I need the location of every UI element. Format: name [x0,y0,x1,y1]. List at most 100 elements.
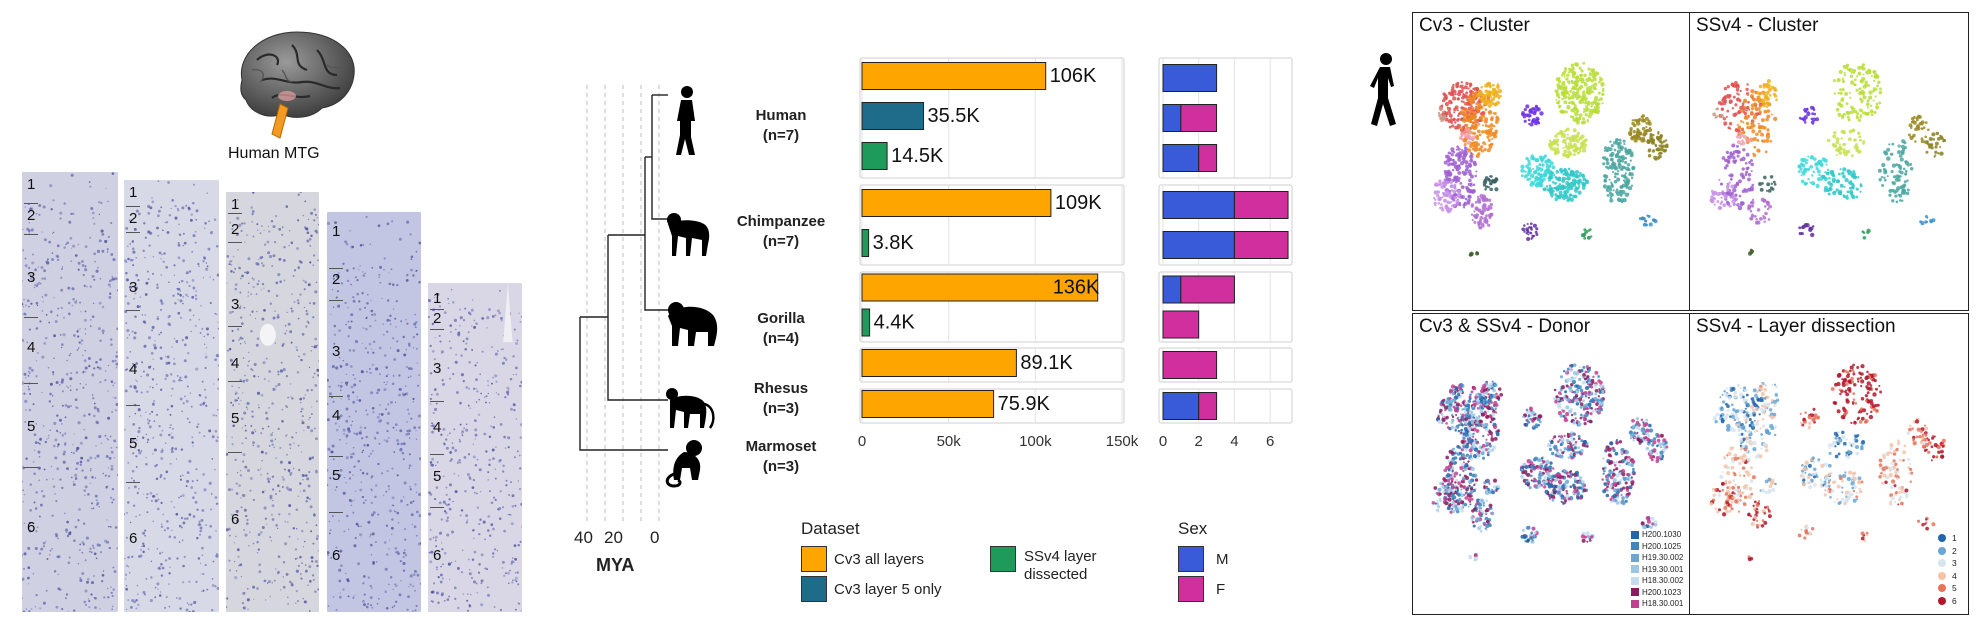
layer-boundary-tick [24,383,38,385]
gorilla-silhouette-icon [664,298,720,353]
bar-gorilla-2 [861,308,871,337]
umap-panel-ssv4-cluster: SSv4 - Cluster [1689,12,1969,311]
legend-swatch-ssv4 [990,546,1016,572]
layer-label: 3 [433,359,442,377]
layer-label: 6 [231,510,240,528]
layer-label: 6 [27,519,36,537]
layer-label: 2 [433,310,442,328]
phylogenetic-tree [560,85,670,535]
sex-bar-female [1233,191,1289,219]
layer-label: 3 [129,279,138,296]
layer-label: 3 [231,296,240,314]
bar-label: 35.5K [928,105,981,127]
layer-boundary-tick [329,512,343,513]
layer-legend-item: 1 [1938,532,1957,545]
bar-rhesus-0 [861,349,1017,377]
x-tick-label: 0 [1159,433,1167,450]
bar-gorilla-0 [861,273,1099,302]
x-tick-label: 100k [1019,433,1052,450]
layer-boundary-tick [430,506,444,508]
histology-strip [428,283,522,612]
donor-legend-item: H200.1023 [1631,587,1683,599]
layer-label: 5 [27,418,36,436]
sex-bar-male [1162,144,1200,172]
sex-bar-female [1198,144,1218,172]
layer-label: 5 [231,409,240,427]
legend-label-male: M [1216,551,1229,568]
layer-boundary-tick [430,329,444,331]
layer-label: 4 [231,355,240,373]
x-tick-label: 150k [1106,433,1139,450]
legend-swatch-male [1178,546,1204,572]
bar-label: 3.8K [873,232,915,254]
layer-label: 2 [129,209,138,227]
bar-human-2 [861,142,888,170]
tree-axis-tick-20: 20 [604,528,623,547]
layer-label: 3 [332,343,341,360]
layer-label: 5 [332,467,341,484]
layer-label: 5 [129,434,138,452]
legend-swatch-female [1178,576,1204,602]
tree-axis-label: MYA [596,555,635,575]
umap-title-donor: Cv3 & SSv4 - Donor [1419,316,1591,337]
layer-boundary-tick [329,268,343,269]
umap-panel-cv3-cluster: Cv3 - Cluster [1412,12,1691,311]
bar-label: 136K [1053,277,1100,299]
donor-sex-bar-chart: 0 2 4 6 [1158,57,1293,450]
walking-human-icon [1364,52,1406,133]
sex-bar-male [1162,191,1235,219]
sex-bar-male [1162,231,1235,259]
tree-axis-tick-0: 0 [650,528,660,547]
layer-label: 2 [332,271,341,288]
umap-panel-donor: Cv3 & SSv4 - Donor H200.1030 H200.1025 H19… [1412,313,1691,615]
layer-label: 1 [129,183,138,201]
species-label-rhesus: Rhesus (n=3) [753,380,809,417]
layer-legend-item: 6 [1938,595,1957,608]
layer-boundary-tick [24,466,38,468]
sex-bar-male [1162,275,1182,304]
bar-label: 109K [1055,192,1102,214]
umap-title-cv3-cluster: Cv3 - Cluster [1419,15,1530,36]
sex-bar-male [1162,104,1182,132]
layer-legend-item: 2 [1938,545,1957,558]
layer-label: 1 [27,176,36,194]
layer-label: 4 [129,361,138,379]
donor-legend-item: H19.30.002 [1631,552,1683,564]
layer-boundary-tick [329,300,343,301]
layer-boundary-tick [430,309,444,311]
layer-boundary-tick [228,381,242,382]
bar-chimpanzee-0 [861,189,1052,217]
layer-boundary-tick [228,213,242,214]
donor-legend-item: H18.30.001 [1631,598,1683,610]
layer-label: 1 [433,290,442,308]
layer-label: 6 [129,529,138,547]
layer-legend-item: 3 [1938,557,1957,570]
histology-strip [22,172,118,612]
sex-bar-male [1162,64,1218,92]
layer-label: 4 [433,418,442,436]
layer-label: 4 [332,407,341,424]
x-tick-label: 4 [1230,433,1238,450]
layer-boundary-tick [228,326,242,328]
layer-boundary-tick [126,404,140,406]
bar-label: 4.4K [874,312,916,334]
layer-legend-item: 4 [1938,570,1957,583]
histology-strip [226,192,319,612]
donor-legend: H200.1030 H200.1025 H19.30.002 H19.30.001 H1… [1631,529,1683,610]
sex-bar-female [1180,104,1218,132]
layer-label: 2 [27,207,36,224]
legend-swatch-cv3-l5 [801,576,827,602]
layer-label: 6 [332,547,341,564]
layer-boundary-tick [430,401,444,403]
layer-label: 4 [27,339,36,356]
layer-boundary-tick [24,233,38,235]
legend-label-female: F [1216,581,1226,598]
x-tick-label: 2 [1195,433,1203,450]
brain-icon [240,31,355,139]
layer-boundary-tick [228,242,242,244]
layer-legend-item: 5 [1938,582,1957,595]
donor-legend-item: H200.1025 [1631,541,1683,553]
bar-label: 14.5K [891,145,944,167]
umap-title-ssv4-cluster: SSv4 - Cluster [1696,15,1819,36]
